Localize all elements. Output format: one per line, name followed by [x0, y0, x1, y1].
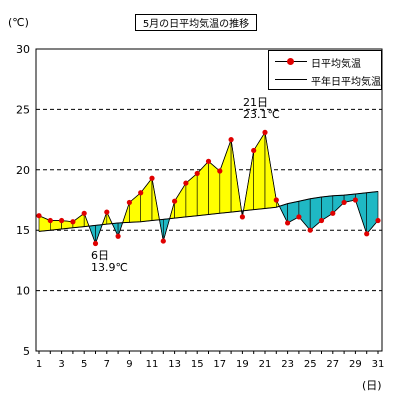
point-day-10 [138, 190, 144, 196]
legend-normal-line [275, 79, 307, 80]
x-tick-label-9: 9 [126, 359, 132, 370]
legend-actual-marker [287, 58, 294, 65]
point-day-17 [217, 168, 223, 174]
anomaly-fill-day-20-0 [253, 131, 266, 210]
min-annotation: 6日 13.9℃ [91, 250, 128, 274]
y-tick-label-30: 30 [16, 43, 30, 56]
x-tick-label-21: 21 [259, 359, 272, 370]
anomaly-fill-day-17-0 [219, 139, 232, 214]
legend-item-normal: 平年日平均気温 [269, 71, 381, 89]
point-day-28 [341, 199, 347, 206]
point-day-1 [36, 213, 42, 219]
legend: 日平均気温 平年日平均気温 [268, 50, 382, 90]
y-tick-label-20: 20 [16, 164, 30, 177]
point-day-3 [59, 217, 65, 224]
y-tick-label-10: 10 [16, 285, 30, 298]
point-day-31 [375, 217, 381, 224]
point-day-7 [104, 209, 110, 215]
x-tick-label-31: 31 [372, 359, 385, 370]
point-day-16 [205, 158, 212, 164]
y-tick-label-5: 5 [23, 345, 30, 358]
x-tick-label-5: 5 [81, 359, 87, 370]
max-annotation: 21日 23.1℃ [243, 97, 280, 121]
point-day-12 [160, 238, 166, 244]
anomaly-fill-day-14-0 [185, 172, 198, 218]
point-day-5 [81, 210, 87, 216]
x-tick-label-15: 15 [191, 359, 204, 370]
anomaly-fill-day-24-0 [298, 198, 311, 232]
point-day-8 [115, 233, 121, 239]
x-tick-label-27: 27 [326, 359, 339, 370]
point-day-26 [318, 217, 325, 224]
point-day-13 [172, 198, 178, 204]
point-day-11 [149, 175, 155, 181]
normal-line-layer [38, 191, 379, 232]
point-day-29 [352, 197, 358, 203]
point-day-18 [228, 137, 234, 143]
point-day-23 [285, 220, 291, 226]
point-day-27 [330, 210, 336, 216]
x-tick-label-23: 23 [281, 359, 294, 370]
legend-normal-label: 平年日平均気温 [311, 77, 381, 88]
chart-title: 5月の日平均気温の推移 [142, 19, 250, 30]
x-tick-label-25: 25 [304, 359, 317, 370]
anomaly-fill [38, 131, 379, 244]
point-day-20 [251, 147, 257, 154]
point-day-24 [296, 214, 302, 220]
x-tick-label-17: 17 [213, 359, 226, 370]
point-day-21 [262, 129, 268, 135]
anomaly-fill-day-10-0 [140, 177, 153, 223]
max-annotation-value: 23.1℃ [243, 108, 280, 121]
point-day-15 [194, 170, 200, 177]
chart-title-box: 5月の日平均気温の推移 [135, 14, 257, 31]
x-tick-label-3: 3 [58, 359, 64, 370]
legend-item-actual: 日平均気温 [269, 53, 381, 71]
series-normal-line [38, 191, 379, 232]
min-annotation-day: 6日 [91, 249, 109, 262]
x-tick-label-29: 29 [349, 359, 362, 370]
actual-line-layer [36, 129, 381, 247]
x-axis-unit-label: (日) [362, 379, 382, 392]
y-axis-unit-label: (℃) [8, 16, 29, 29]
legend-actual-label: 日平均気温 [311, 59, 361, 70]
point-day-30 [364, 231, 370, 237]
point-day-6 [92, 240, 99, 247]
x-tick-label-1: 1 [36, 359, 42, 370]
point-day-19 [239, 214, 245, 220]
point-day-25 [307, 227, 313, 233]
point-day-9 [126, 199, 132, 206]
x-tick-label-7: 7 [104, 359, 110, 370]
point-day-22 [273, 197, 279, 203]
x-tick-label-11: 11 [146, 359, 159, 370]
min-annotation-value: 13.9℃ [91, 261, 128, 274]
x-tick-label-13: 13 [168, 359, 181, 370]
point-day-14 [183, 180, 189, 186]
y-tick-label-25: 25 [16, 103, 30, 116]
max-annotation-day: 21日 [243, 96, 268, 109]
x-tick-label-19: 19 [236, 359, 249, 370]
point-day-2 [47, 217, 53, 224]
point-day-4 [70, 219, 76, 225]
y-tick-label-15: 15 [16, 224, 30, 237]
